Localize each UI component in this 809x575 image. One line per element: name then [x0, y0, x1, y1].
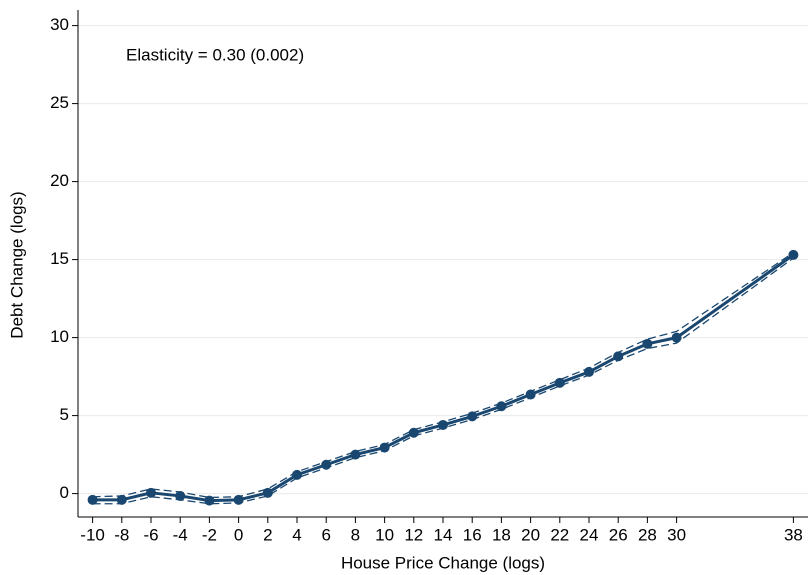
data-point [467, 411, 478, 422]
data-point [584, 366, 594, 377]
x-tick-label: 30 [667, 525, 686, 544]
x-axis-title: House Price Change (logs) [341, 553, 545, 572]
data-point [671, 332, 682, 343]
data-point [350, 449, 361, 460]
data-point [438, 419, 448, 430]
x-tick-label: 10 [375, 525, 394, 544]
x-tick-label: -4 [173, 525, 188, 544]
x-tick-label: 8 [351, 525, 360, 544]
x-tick-label: 22 [550, 525, 569, 544]
x-tick-label: 24 [580, 525, 599, 544]
data-point [233, 494, 244, 505]
data-point [613, 351, 624, 362]
y-tick-label: 20 [50, 171, 69, 190]
data-point [379, 442, 390, 453]
y-axis-title: Debt Change (logs) [7, 191, 26, 338]
x-tick-label: 0 [234, 525, 243, 544]
x-tick-label: 26 [609, 525, 628, 544]
ci-line [92, 257, 794, 505]
x-tick-label: 28 [638, 525, 657, 544]
x-tick-label: -6 [143, 525, 158, 544]
y-tick-label: 10 [50, 327, 69, 346]
data-point [175, 490, 186, 501]
data-line [92, 253, 795, 503]
data-point [262, 487, 273, 498]
x-tick-label: 2 [263, 525, 272, 544]
data-point [146, 487, 156, 498]
data-point [788, 249, 799, 260]
data-point [525, 389, 536, 400]
data-point [496, 401, 507, 412]
data-point [642, 338, 653, 349]
x-tick-label: 14 [434, 525, 453, 544]
data-point [204, 495, 215, 506]
x-tick-label: -10 [80, 525, 105, 544]
x-tick-label: -2 [202, 525, 217, 544]
x-tick-label: 20 [521, 525, 540, 544]
x-tick-label: 38 [784, 525, 803, 544]
x-tick-label: -8 [114, 525, 129, 544]
y-tick-label: 5 [60, 405, 69, 424]
x-tick-label: 16 [463, 525, 482, 544]
data-point [87, 494, 98, 505]
y-tick-label: 30 [50, 15, 69, 34]
x-tick-label: 18 [492, 525, 511, 544]
x-tick-label: 6 [321, 525, 330, 544]
x-tick-label: 4 [292, 525, 301, 544]
x-tick-label: 12 [404, 525, 423, 544]
y-tick-label: 25 [50, 93, 69, 112]
data-point [408, 427, 419, 438]
data-point [292, 469, 302, 480]
data-point [321, 459, 332, 470]
data-point [116, 494, 127, 505]
y-tick-label: 15 [50, 249, 69, 268]
y-tick-label: 0 [60, 483, 69, 502]
data-point [554, 377, 565, 388]
annotation: Elasticity = 0.30 (0.002) [126, 45, 304, 64]
ci-line [92, 252, 794, 499]
